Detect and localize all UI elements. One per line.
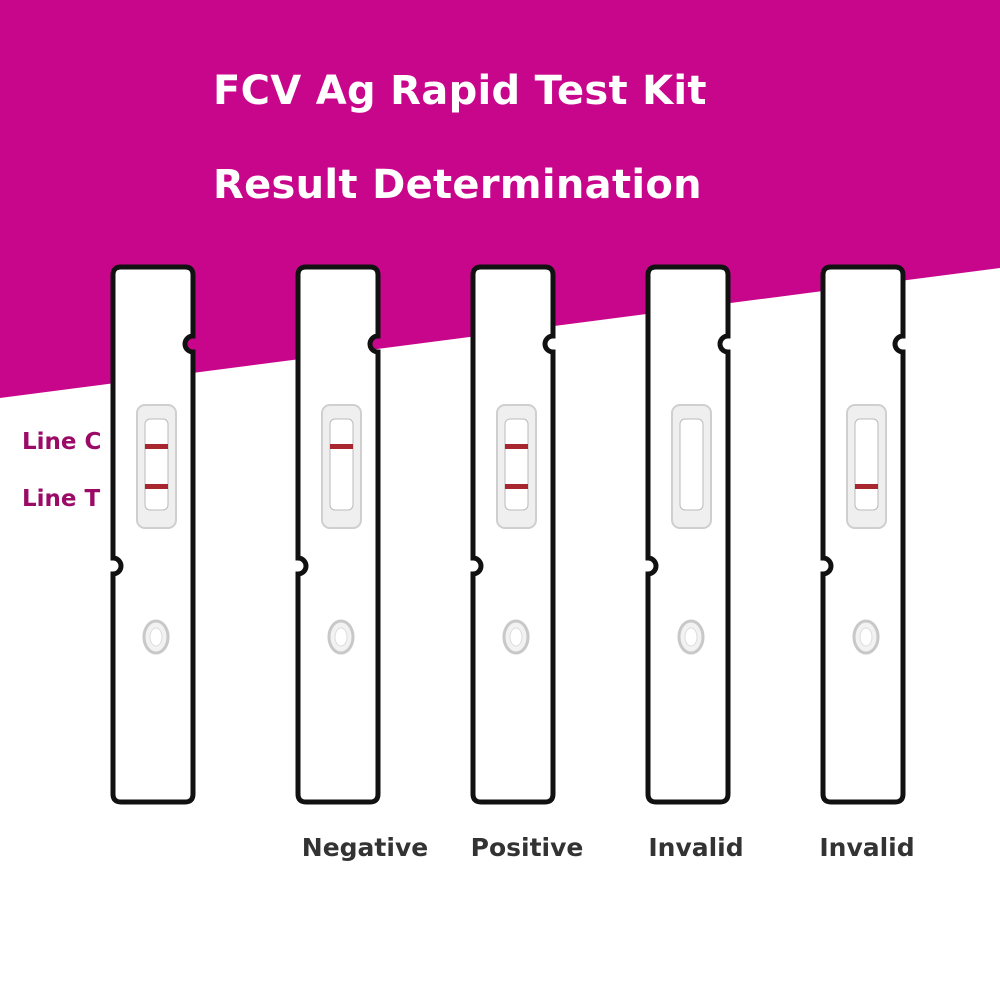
sample-well-inner xyxy=(149,627,163,647)
page-subtitle: Result Determination xyxy=(213,162,702,208)
test-strip-invalid-1 xyxy=(642,262,738,807)
test-membrane xyxy=(329,418,354,511)
page-title: FCV Ag Rapid Test Kit xyxy=(213,68,707,114)
test-strip-negative xyxy=(292,262,388,807)
control-line-c xyxy=(330,444,353,449)
strip-casing xyxy=(110,264,196,805)
test-membrane xyxy=(504,418,529,511)
test-membrane xyxy=(679,418,704,511)
result-label-positive: Positive xyxy=(470,833,584,862)
test-strip-invalid-2 xyxy=(817,262,913,807)
strip-casing xyxy=(295,264,381,805)
test-strip-positive xyxy=(467,262,563,807)
result-label-invalid-2: Invalid xyxy=(819,833,915,862)
test-strip-reference xyxy=(107,262,203,807)
sample-well-inner xyxy=(334,627,348,647)
test-membrane xyxy=(144,418,169,511)
sample-well-inner xyxy=(684,627,698,647)
test-line-t xyxy=(505,484,528,489)
control-line-c xyxy=(505,444,528,449)
control-line-c xyxy=(145,444,168,449)
result-label-negative: Negative xyxy=(301,833,429,862)
strip-casing xyxy=(470,264,556,805)
strip-casing xyxy=(645,264,731,805)
test-line-t xyxy=(855,484,878,489)
result-label-invalid-1: Invalid xyxy=(648,833,744,862)
sample-well-inner xyxy=(509,627,523,647)
test-membrane xyxy=(854,418,879,511)
test-line-t xyxy=(145,484,168,489)
line-t-label: Line T xyxy=(22,486,101,512)
line-c-label: Line C xyxy=(22,429,102,455)
sample-well-inner xyxy=(859,627,873,647)
strip-casing xyxy=(820,264,906,805)
